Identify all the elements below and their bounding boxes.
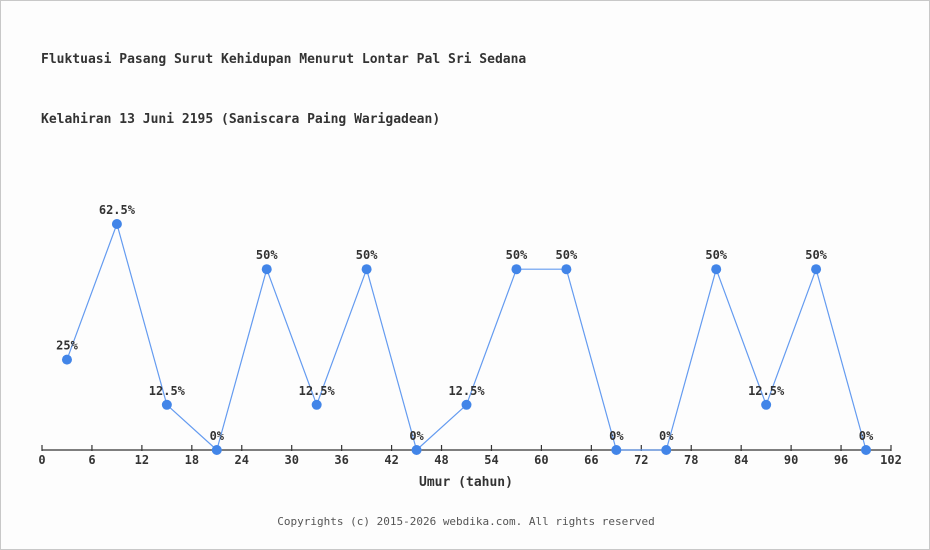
data-point: [311, 399, 322, 410]
data-point: [111, 219, 122, 229]
point-value-label: 50%: [556, 248, 578, 262]
x-tick-label: 60: [534, 453, 548, 467]
x-axis-title: Umur (tahun): [419, 475, 513, 490]
point-value-label: 62.5%: [99, 203, 136, 217]
data-point: [411, 445, 422, 455]
point-value-label: 0%: [859, 429, 874, 443]
point-value-label: 0%: [210, 429, 225, 443]
chart-title: Fluktuasi Pasang Surut Kehidupan Menurut…: [41, 10, 526, 170]
data-point: [711, 264, 722, 275]
data-point: [861, 445, 872, 455]
chart-title-line1: Fluktuasi Pasang Surut Kehidupan Menurut…: [41, 52, 527, 67]
chart-title-line2: Kelahiran 13 Juni 2195 (Saniscara Paing …: [41, 112, 441, 127]
data-point: [661, 445, 672, 455]
point-value-label: 12.5%: [448, 384, 485, 398]
x-tick-label: 84: [734, 453, 748, 467]
data-point: [811, 264, 822, 275]
point-value-label: 50%: [356, 248, 378, 262]
data-point: [261, 264, 272, 275]
data-point: [61, 354, 72, 365]
data-line: [66, 222, 867, 452]
point-value-label: 12.5%: [748, 384, 785, 398]
data-point: [161, 399, 172, 410]
point-value-label: 50%: [705, 248, 727, 262]
x-tick-label: 96: [834, 453, 848, 467]
x-tick-label: 30: [284, 453, 298, 467]
data-point: [761, 399, 772, 410]
x-tick-label: 102: [880, 453, 902, 467]
point-value-label: 50%: [506, 248, 528, 262]
data-point: [361, 264, 372, 275]
x-tick-label: 48: [434, 453, 448, 467]
data-point: [561, 264, 572, 275]
data-point: [211, 445, 222, 455]
x-tick-label: 24: [235, 453, 249, 467]
data-point: [511, 264, 522, 275]
point-value-label: 0%: [409, 429, 424, 443]
x-tick-label: 36: [334, 453, 348, 467]
x-tick-label: 78: [684, 453, 698, 467]
x-tick-label: 6: [88, 453, 95, 467]
point-value-label: 50%: [256, 248, 278, 262]
x-tick-label: 18: [185, 453, 199, 467]
copyright-text: Copyrights (c) 2015-2026 webdika.com. Al…: [277, 515, 655, 528]
point-value-label: 25%: [56, 339, 78, 353]
x-tick-label: 72: [634, 453, 648, 467]
data-point: [611, 445, 622, 455]
point-value-label: 12.5%: [299, 384, 336, 398]
x-tick-label: 42: [384, 453, 398, 467]
point-value-label: 0%: [609, 429, 624, 443]
x-tick-label: 0: [38, 453, 45, 467]
x-tick-label: 54: [484, 453, 498, 467]
data-point: [461, 399, 472, 410]
x-tick-label: 66: [584, 453, 598, 467]
point-value-label: 12.5%: [149, 384, 186, 398]
x-tick-label: 12: [135, 453, 149, 467]
x-tick-label: 90: [784, 453, 798, 467]
point-value-label: 50%: [805, 248, 827, 262]
point-value-label: 0%: [659, 429, 674, 443]
